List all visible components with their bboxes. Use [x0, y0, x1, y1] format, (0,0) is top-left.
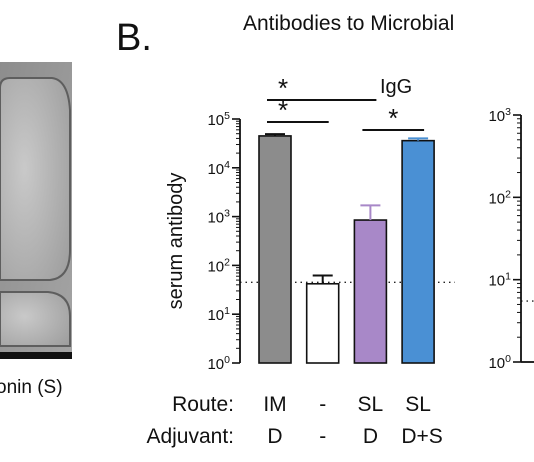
- y-tick-label-2: 102: [488, 188, 511, 207]
- y-tick-label-2: 103: [488, 106, 511, 125]
- y-tick-label: 102: [207, 256, 230, 275]
- significance-star-1: *: [278, 95, 288, 125]
- y-tick-label: 103: [207, 208, 230, 227]
- chart-title: IgG: [380, 76, 412, 98]
- route-value-1: -: [319, 393, 326, 416]
- micrograph-fragment: [0, 62, 72, 359]
- bar-2: [353, 219, 388, 364]
- category-row-labels: IM - SL SL D - D D+S: [263, 393, 442, 448]
- y-tick-label-2: 100: [488, 353, 511, 372]
- adjuvant-value-2: D: [363, 425, 378, 448]
- y-tick-label: 105: [207, 110, 230, 129]
- y-tick-label: 104: [207, 159, 230, 178]
- scale-bar: [0, 352, 72, 359]
- bar-0: [258, 135, 292, 364]
- micrograph-cell-upper: [0, 77, 71, 281]
- route-value-2: SL: [358, 393, 384, 416]
- bar-1: [305, 282, 340, 364]
- y-tick-label: 100: [207, 354, 230, 373]
- micrograph-cell-lower: [0, 291, 71, 347]
- y-tick-label-2: 101: [488, 271, 511, 290]
- route-value-0: IM: [263, 393, 286, 416]
- y-axis-label: serum antibody: [165, 173, 187, 310]
- adjuvant-value-0: D: [267, 425, 282, 448]
- second-chart: 100 101 102 103: [488, 106, 534, 372]
- adjuvant-label: Adjuvant:: [146, 425, 234, 448]
- route-label: Route:: [172, 393, 234, 416]
- adjuvant-value-3: D+S: [401, 425, 442, 448]
- panel-label: B.: [116, 17, 152, 59]
- route-value-3: SL: [405, 393, 431, 416]
- adjuvant-value-1: -: [319, 425, 326, 448]
- left-caption: onin (S): [0, 377, 63, 398]
- bar-3: [401, 139, 435, 364]
- significance-star-2: *: [388, 103, 398, 133]
- header-title: Antibodies to Microbial: [243, 12, 454, 35]
- significance-star-0: *: [278, 73, 288, 103]
- y-tick-label: 101: [207, 305, 230, 324]
